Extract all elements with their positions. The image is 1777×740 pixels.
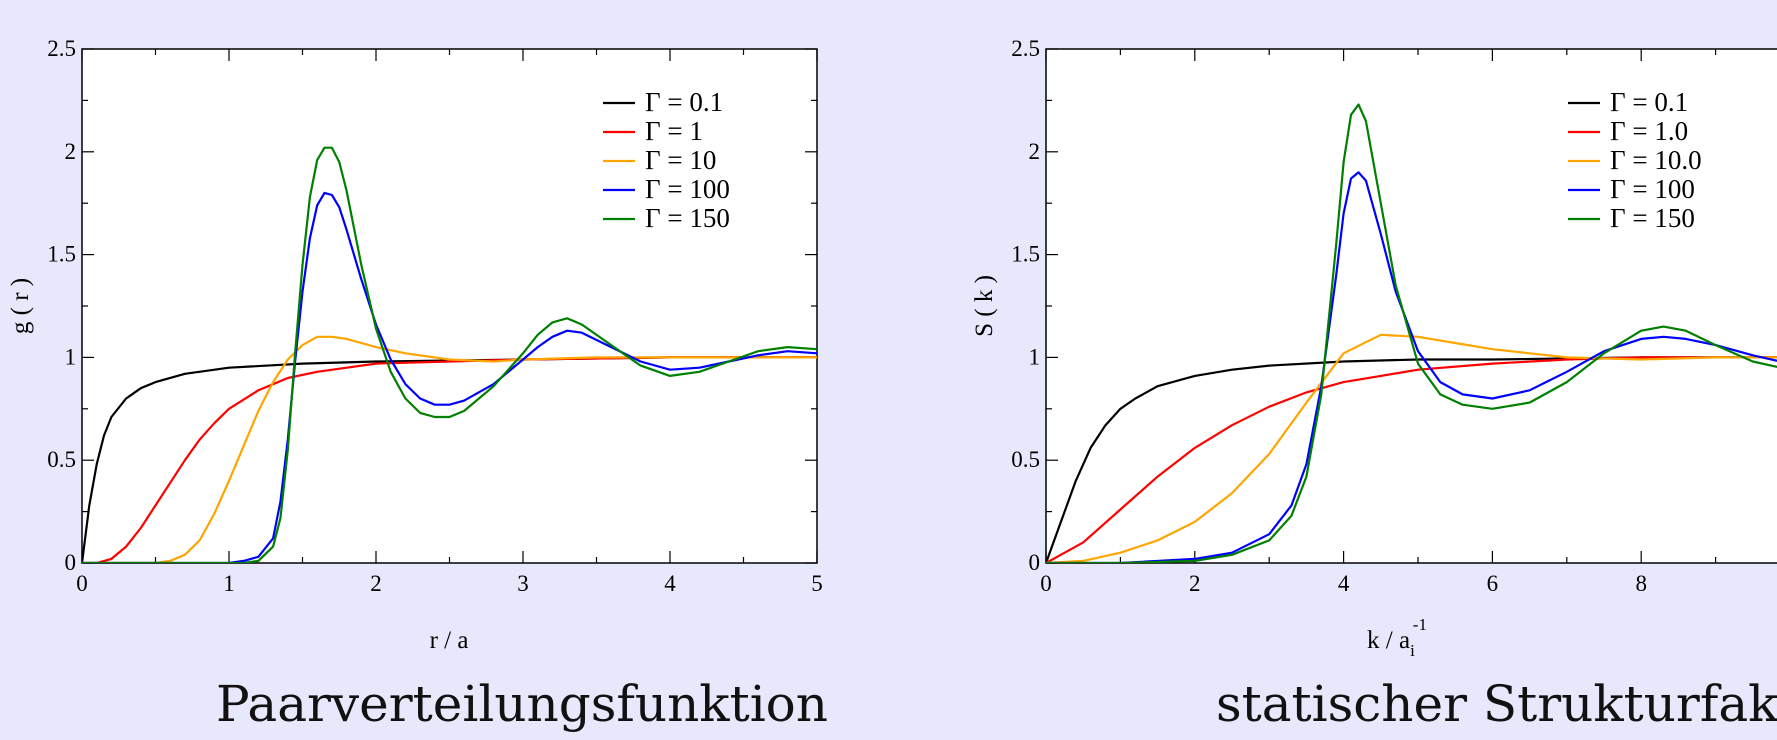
plot-area <box>81 48 818 564</box>
y-tick-label: 2 <box>1029 139 1041 164</box>
legend-label: Γ = 1.0 <box>1610 116 1688 146</box>
series-line-2 <box>1046 356 1777 563</box>
y-tick-label: 0 <box>65 550 77 575</box>
x-axis-label: k / ai-1 <box>1367 615 1427 660</box>
y-tick-label: 1.5 <box>47 242 76 267</box>
legend-label: Γ = 100 <box>1610 174 1695 204</box>
chart-1: 0 1 2 3 4 500.511.522.5r / ag ( r )Γ = 0.1Γ =… <box>7 36 823 654</box>
x-axis-label-subscript: i <box>1410 641 1415 660</box>
plot-area <box>1045 48 1777 564</box>
legend-label: Γ = 10.0 <box>1610 145 1702 175</box>
y-axis-label: S ( k ) <box>971 275 998 337</box>
x-tick-label: 1 <box>223 571 235 596</box>
y-tick-label: 1 <box>1029 344 1041 369</box>
y-tick-label: 1.5 <box>1011 242 1040 267</box>
x-axis-label-superscript: -1 <box>1413 615 1427 634</box>
series-line-5 <box>82 146 818 563</box>
legend-label: Γ = 150 <box>645 203 730 233</box>
x-tick-label: 0 <box>1040 571 1052 596</box>
x-tick-label: 0 <box>76 571 88 596</box>
y-tick-label: 0.5 <box>1011 447 1040 472</box>
chart-2: 024681000.511.522.5k / ai-1S ( k )Γ = 0.… <box>971 36 1777 660</box>
y-tick-label: 2.5 <box>1011 36 1040 61</box>
x-axis-label: r / a <box>430 627 469 654</box>
x-tick-label: 4 <box>1338 571 1350 596</box>
x-tick-label: 6 <box>1487 571 1499 596</box>
x-tick-label: 2 <box>370 571 382 596</box>
legend-label: Γ = 0.1 <box>1610 87 1688 117</box>
legend-label: Γ = 1 <box>645 116 703 146</box>
y-axis-label: g ( r ) <box>7 278 34 334</box>
y-tick-label: 0 <box>1029 550 1041 575</box>
right-chart-caption: statischer Strukturfaktor <box>1216 675 1777 733</box>
legend-label: Γ = 100 <box>645 174 730 204</box>
left-chart-caption: Paarverteilungsfunktion <box>216 675 828 733</box>
series-line-2 <box>82 356 817 563</box>
y-tick-label: 0.5 <box>47 447 76 472</box>
x-tick-label: 2 <box>1189 571 1201 596</box>
series-line-1 <box>1046 356 1777 563</box>
series-line-4 <box>1046 171 1777 563</box>
x-tick-label: 8 <box>1635 571 1647 596</box>
legend-label: Γ = 150 <box>1610 203 1695 233</box>
y-tick-label: 2.5 <box>47 36 76 61</box>
x-tick-label: 4 <box>664 571 676 596</box>
legend-label: Γ = 0.1 <box>645 87 723 117</box>
series-group <box>82 146 818 563</box>
legend-label: Γ = 10 <box>645 145 716 175</box>
x-tick-label: 3 <box>517 571 529 596</box>
y-tick-label: 2 <box>65 139 77 164</box>
series-line-5 <box>1046 103 1777 563</box>
series-group <box>1046 103 1777 563</box>
x-tick-label: 5 <box>811 571 823 596</box>
y-tick-label: 1 <box>65 344 77 369</box>
